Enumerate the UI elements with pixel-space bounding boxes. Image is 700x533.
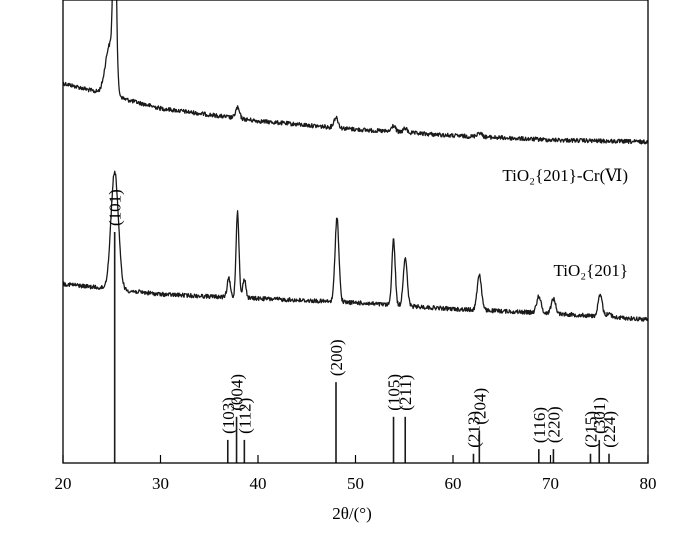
reference-label-9: (116) bbox=[530, 407, 549, 443]
reference-label-8: (204) bbox=[470, 388, 489, 425]
diffraction-traces bbox=[62, 0, 649, 322]
series-label-tio2-201-cr-vi: TiO₂{201}-Cr(Ⅵ) bbox=[502, 166, 628, 185]
x-axis-ticks: 20 30 40 50 60 70 80 bbox=[55, 455, 657, 493]
reference-label-1: (103) bbox=[219, 397, 238, 434]
reference-label-12: (301) bbox=[590, 397, 609, 434]
x-tick-label-40: 40 bbox=[250, 474, 267, 493]
reference-label-10: (220) bbox=[544, 406, 563, 443]
x-tick-label-80: 80 bbox=[640, 474, 657, 493]
x-tick-label-20: 20 bbox=[55, 474, 72, 493]
x-tick-label-60: 60 bbox=[445, 474, 462, 493]
reference-label-2: (004) bbox=[228, 374, 247, 411]
trace-series-2 bbox=[62, 170, 649, 322]
reference-lines: (101)(103)(004)(112)(200)(105)(211)(213)… bbox=[106, 189, 619, 463]
reference-label-0: (101) bbox=[106, 189, 125, 226]
reference-label-4: (200) bbox=[327, 339, 346, 376]
x-axis-title: 2θ/(°) bbox=[332, 504, 372, 523]
x-tick-label-50: 50 bbox=[347, 474, 364, 493]
x-tick-label-70: 70 bbox=[542, 474, 559, 493]
reference-label-6: (211) bbox=[396, 375, 415, 411]
series-label-tio2-201: TiO₂{201} bbox=[553, 261, 628, 280]
reference-label-3: (112) bbox=[235, 398, 254, 434]
reference-label-11: (215) bbox=[581, 411, 600, 448]
reference-label-5: (105) bbox=[385, 374, 404, 411]
trace-series-1 bbox=[62, 0, 649, 145]
x-tick-label-30: 30 bbox=[152, 474, 169, 493]
reference-label-13: (224) bbox=[600, 411, 619, 448]
